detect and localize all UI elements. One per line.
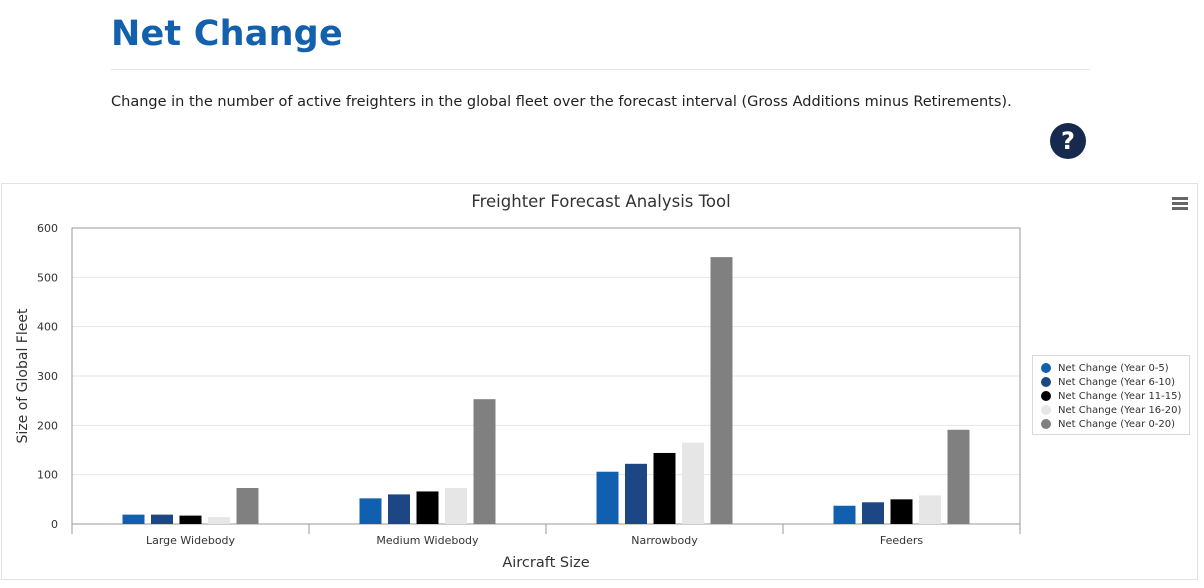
legend-marker-icon — [1041, 363, 1051, 373]
help-button[interactable]: ? — [1050, 123, 1086, 159]
bar — [445, 487, 467, 524]
bar — [596, 471, 619, 524]
legend-item[interactable]: Net Change (Year 0-20) — [1041, 417, 1189, 431]
legend-label: Net Change (Year 0-20) — [1058, 418, 1176, 430]
bar — [208, 517, 230, 524]
bar — [890, 499, 913, 524]
legend-label: Net Change (Year 0-5) — [1058, 362, 1169, 374]
y-axis-label: Size of Global Fleet — [15, 308, 31, 443]
y-tick-label: 100 — [37, 469, 58, 482]
bar — [919, 495, 941, 524]
y-tick-label: 500 — [37, 271, 58, 284]
legend-marker-icon — [1041, 377, 1051, 387]
bar — [682, 442, 704, 524]
legend-label: Net Change (Year 16-20) — [1058, 404, 1182, 416]
chart-legend: Net Change (Year 0-5) Net Change (Year 6-… — [1032, 355, 1190, 435]
x-tick-label: Narrowbody — [631, 534, 698, 547]
bar — [359, 498, 382, 524]
legend-marker-icon — [1041, 391, 1051, 401]
legend-marker-icon — [1041, 419, 1051, 429]
bar — [416, 491, 439, 524]
chart-title: Freighter Forecast Analysis Tool — [471, 192, 730, 211]
x-axis-label: Aircraft Size — [502, 555, 589, 571]
page-description: Change in the number of active freighter… — [111, 94, 1012, 110]
y-tick-label: 300 — [37, 370, 58, 383]
y-tick-label: 400 — [37, 321, 58, 334]
bar — [388, 494, 410, 524]
bar — [122, 514, 145, 524]
legend-item[interactable]: Net Change (Year 6-10) — [1041, 375, 1189, 389]
y-tick-label: 0 — [51, 518, 58, 531]
legend-marker-icon — [1041, 405, 1051, 415]
chart-menu-icon[interactable] — [1172, 197, 1188, 211]
bar — [862, 502, 884, 524]
bar — [473, 399, 496, 524]
bar — [947, 429, 970, 524]
legend-label: Net Change (Year 6-10) — [1058, 376, 1176, 388]
bar — [833, 505, 856, 524]
bar — [179, 515, 202, 524]
bar — [710, 257, 733, 524]
legend-item[interactable]: Net Change (Year 16-20) — [1041, 403, 1189, 417]
bar — [236, 487, 259, 524]
legend-label: Net Change (Year 11-15) — [1058, 390, 1182, 402]
x-tick-label: Medium Widebody — [376, 534, 479, 547]
y-tick-label: 600 — [37, 222, 58, 235]
bar — [151, 514, 173, 524]
title-divider — [111, 69, 1090, 70]
page-title: Net Change — [111, 14, 343, 54]
legend-item[interactable]: Net Change (Year 0-5) — [1041, 361, 1189, 375]
question-mark-icon: ? — [1061, 127, 1075, 155]
bar — [625, 463, 647, 524]
x-tick-label: Feeders — [880, 534, 924, 547]
x-tick-label: Large Widebody — [146, 534, 236, 547]
bar — [653, 452, 676, 524]
y-tick-label: 200 — [37, 419, 58, 432]
legend-item[interactable]: Net Change (Year 11-15) — [1041, 389, 1189, 403]
